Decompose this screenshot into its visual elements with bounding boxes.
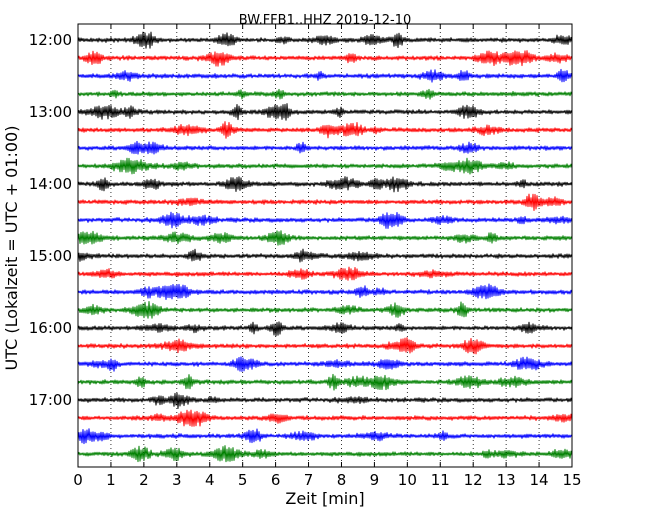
y-tick-label: 15:00 [29,247,72,265]
x-tick-label: 10 [398,471,417,489]
y-tick-label: 13:00 [29,103,72,121]
traces [77,31,573,463]
seismic-trace [77,230,573,246]
seismic-trace [77,337,573,355]
plot-frame [77,23,573,468]
seismic-trace [77,445,573,463]
seismic-trace [77,68,573,83]
x-tick-label: 13 [497,471,516,489]
x-tick-label: 0 [73,471,83,489]
seismic-trace [77,283,573,301]
seismic-trace [77,157,573,175]
seismic-trace [77,373,573,391]
seismic-trace [77,321,573,337]
seismic-trace [77,409,573,427]
seismic-trace [77,356,573,372]
seismic-trace [77,103,573,121]
seismic-trace [77,88,573,100]
x-tick-label: 6 [271,471,281,489]
x-tick-label: 14 [530,471,549,489]
x-tick-label: 15 [562,471,581,489]
y-tick-label: 16:00 [29,319,72,337]
x-tick-label: 3 [172,471,182,489]
seismic-trace [77,31,573,49]
chart-title: BW.FFB1..HHZ 2019-12-10 [239,13,412,28]
x-tick-label: 7 [304,471,314,489]
seismic-trace [77,176,573,193]
seismic-trace [77,266,573,281]
seismic-trace [77,301,573,319]
x-tick-label: 12 [464,471,483,489]
y-tick-label: 14:00 [29,175,72,193]
seismic-trace [77,428,573,445]
x-tick-label: 4 [205,471,215,489]
y-axis: 12:00 13:00 14:00 15:00 16:00 17:00 [29,31,572,409]
seismic-trace [77,211,573,229]
x-tick-label: 1 [106,471,116,489]
x-tick-label: 9 [370,471,380,489]
x-axis-label: Zeit [min] [285,489,364,508]
x-tick-label: 8 [337,471,347,489]
seismic-trace [77,50,573,67]
x-axis: 0 1 2 3 4 5 6 7 8 9 10 11 12 13 14 15 [73,24,582,489]
seismic-trace [77,140,573,155]
y-axis-label: UTC (Lokalzeit = UTC + 01:00) [2,126,21,371]
y-tick-label: 17:00 [29,391,72,409]
seismic-trace [77,248,573,263]
x-tick-label: 11 [431,471,450,489]
seismic-trace [77,392,573,409]
x-tick-label: 5 [238,471,248,489]
x-tick-label: 2 [139,471,149,489]
seismic-trace [77,121,573,139]
seismic-trace [77,193,573,211]
y-tick-label: 12:00 [29,31,72,49]
